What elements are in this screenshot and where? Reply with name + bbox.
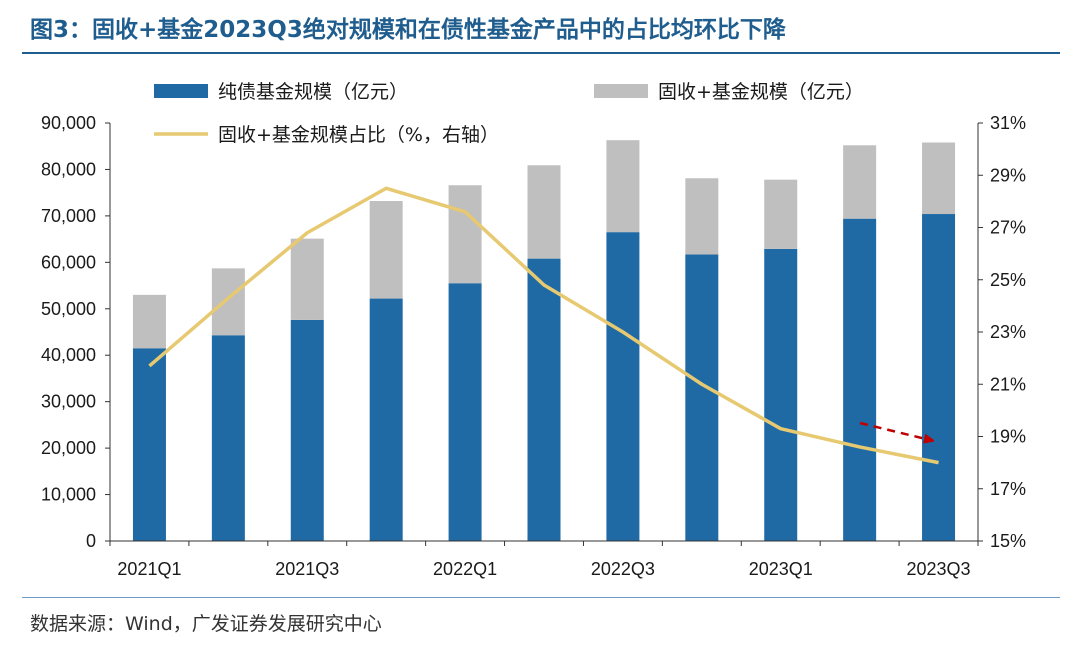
bar-fixed-plus-2021Q1 bbox=[132, 294, 166, 349]
bar-fixed-plus-2023Q2 bbox=[843, 145, 877, 219]
y-right-tick-label: 21% bbox=[990, 374, 1026, 394]
x-tick-label: 2023Q3 bbox=[907, 559, 971, 579]
y-left-tick-label: 40,000 bbox=[41, 345, 96, 365]
y-left-tick-label: 60,000 bbox=[41, 252, 96, 272]
bar-bond-2021Q4 bbox=[369, 298, 403, 541]
y-left-tick-label: 50,000 bbox=[41, 299, 96, 319]
axes-group: 0 10,000 20,000 30,000 40,000 50,000 60,000 70,… bbox=[41, 113, 1026, 579]
bar-bond-2021Q2 bbox=[211, 335, 245, 541]
bar-bond-2023Q3 bbox=[922, 214, 956, 541]
bar-fixed-plus-2022Q2 bbox=[527, 165, 561, 259]
bar-fixed-plus-2023Q3 bbox=[922, 142, 956, 215]
x-tick-label: 2023Q1 bbox=[749, 559, 813, 579]
bar-fixed-plus-2022Q3 bbox=[606, 140, 640, 233]
title-underline bbox=[22, 52, 1060, 54]
legend-bond-label: 纯债基金规模（亿元） bbox=[218, 81, 408, 103]
bar-fixed-plus-2021Q3 bbox=[290, 238, 324, 320]
bar-bond-2021Q3 bbox=[290, 319, 324, 541]
x-tick-label: 2021Q1 bbox=[117, 559, 181, 579]
y-right-tick-label: 27% bbox=[990, 218, 1026, 238]
x-tick-label: 2022Q1 bbox=[433, 559, 497, 579]
bar-bond-2021Q1 bbox=[132, 348, 166, 541]
figure-title: 图3：固收+基金2023Q3绝对规模和在债性基金产品中的占比均环比下降 bbox=[30, 17, 786, 43]
source-divider bbox=[22, 597, 1060, 598]
y-right-tick-label: 29% bbox=[990, 165, 1026, 185]
y-right-tick-label: 19% bbox=[990, 427, 1026, 447]
bar-bond-2022Q1 bbox=[448, 283, 482, 541]
y-left-tick-label: 10,000 bbox=[41, 485, 96, 505]
bar-series-group bbox=[132, 140, 956, 542]
y-right-tick-label: 17% bbox=[990, 479, 1026, 499]
y-left-tick-label: 80,000 bbox=[41, 159, 96, 179]
y-left-tick-label: 0 bbox=[86, 531, 96, 551]
y-right-tick-label: 31% bbox=[990, 113, 1026, 133]
bar-bond-2022Q3 bbox=[606, 232, 640, 541]
bar-bond-2023Q1 bbox=[764, 248, 798, 541]
bar-fixed-plus-2022Q1 bbox=[448, 185, 482, 284]
bar-bond-2022Q2 bbox=[527, 258, 561, 541]
x-tick-label: 2021Q3 bbox=[275, 559, 339, 579]
decline-arrow bbox=[859, 421, 930, 440]
bar-bond-2022Q4 bbox=[685, 254, 719, 541]
bar-fixed-plus-2021Q4 bbox=[369, 201, 403, 299]
legend-ratio-label: 固收+基金规模占比（%，右轴） bbox=[218, 124, 499, 146]
legend-fixed-plus-label: 固收+基金规模（亿元） bbox=[658, 81, 864, 103]
line-series-group bbox=[148, 186, 939, 465]
chart-canvas: 纯债基金规模（亿元） 固收+基金规模（亿元） 固收+基金规模占比（%，右轴） 0 10… bbox=[41, 81, 1026, 579]
y-left-tick-label: 90,000 bbox=[41, 113, 96, 133]
bar-fixed-plus-2023Q1 bbox=[764, 179, 798, 249]
y-left-tick-label: 20,000 bbox=[41, 438, 96, 458]
chart-legend: 纯债基金规模（亿元） 固收+基金规模（亿元） 固收+基金规模占比（%，右轴） bbox=[154, 81, 864, 146]
y-left-tick-label: 30,000 bbox=[41, 392, 96, 412]
y-right-tick-label: 15% bbox=[990, 531, 1026, 551]
legend-bond-swatch bbox=[154, 84, 208, 98]
annotation-group bbox=[859, 421, 930, 440]
y-right-tick-label: 23% bbox=[990, 322, 1026, 342]
bar-bond-2023Q2 bbox=[843, 218, 877, 542]
bar-fixed-plus-2021Q2 bbox=[211, 268, 245, 336]
legend-fixed-plus-swatch bbox=[594, 84, 648, 98]
bar-fixed-plus-2022Q4 bbox=[685, 178, 719, 255]
x-tick-label: 2022Q3 bbox=[591, 559, 655, 579]
source-note: 数据来源：Wind，广发证券发展研究中心 bbox=[30, 613, 382, 635]
y-left-tick-label: 70,000 bbox=[41, 206, 96, 226]
y-right-tick-label: 25% bbox=[990, 270, 1026, 290]
